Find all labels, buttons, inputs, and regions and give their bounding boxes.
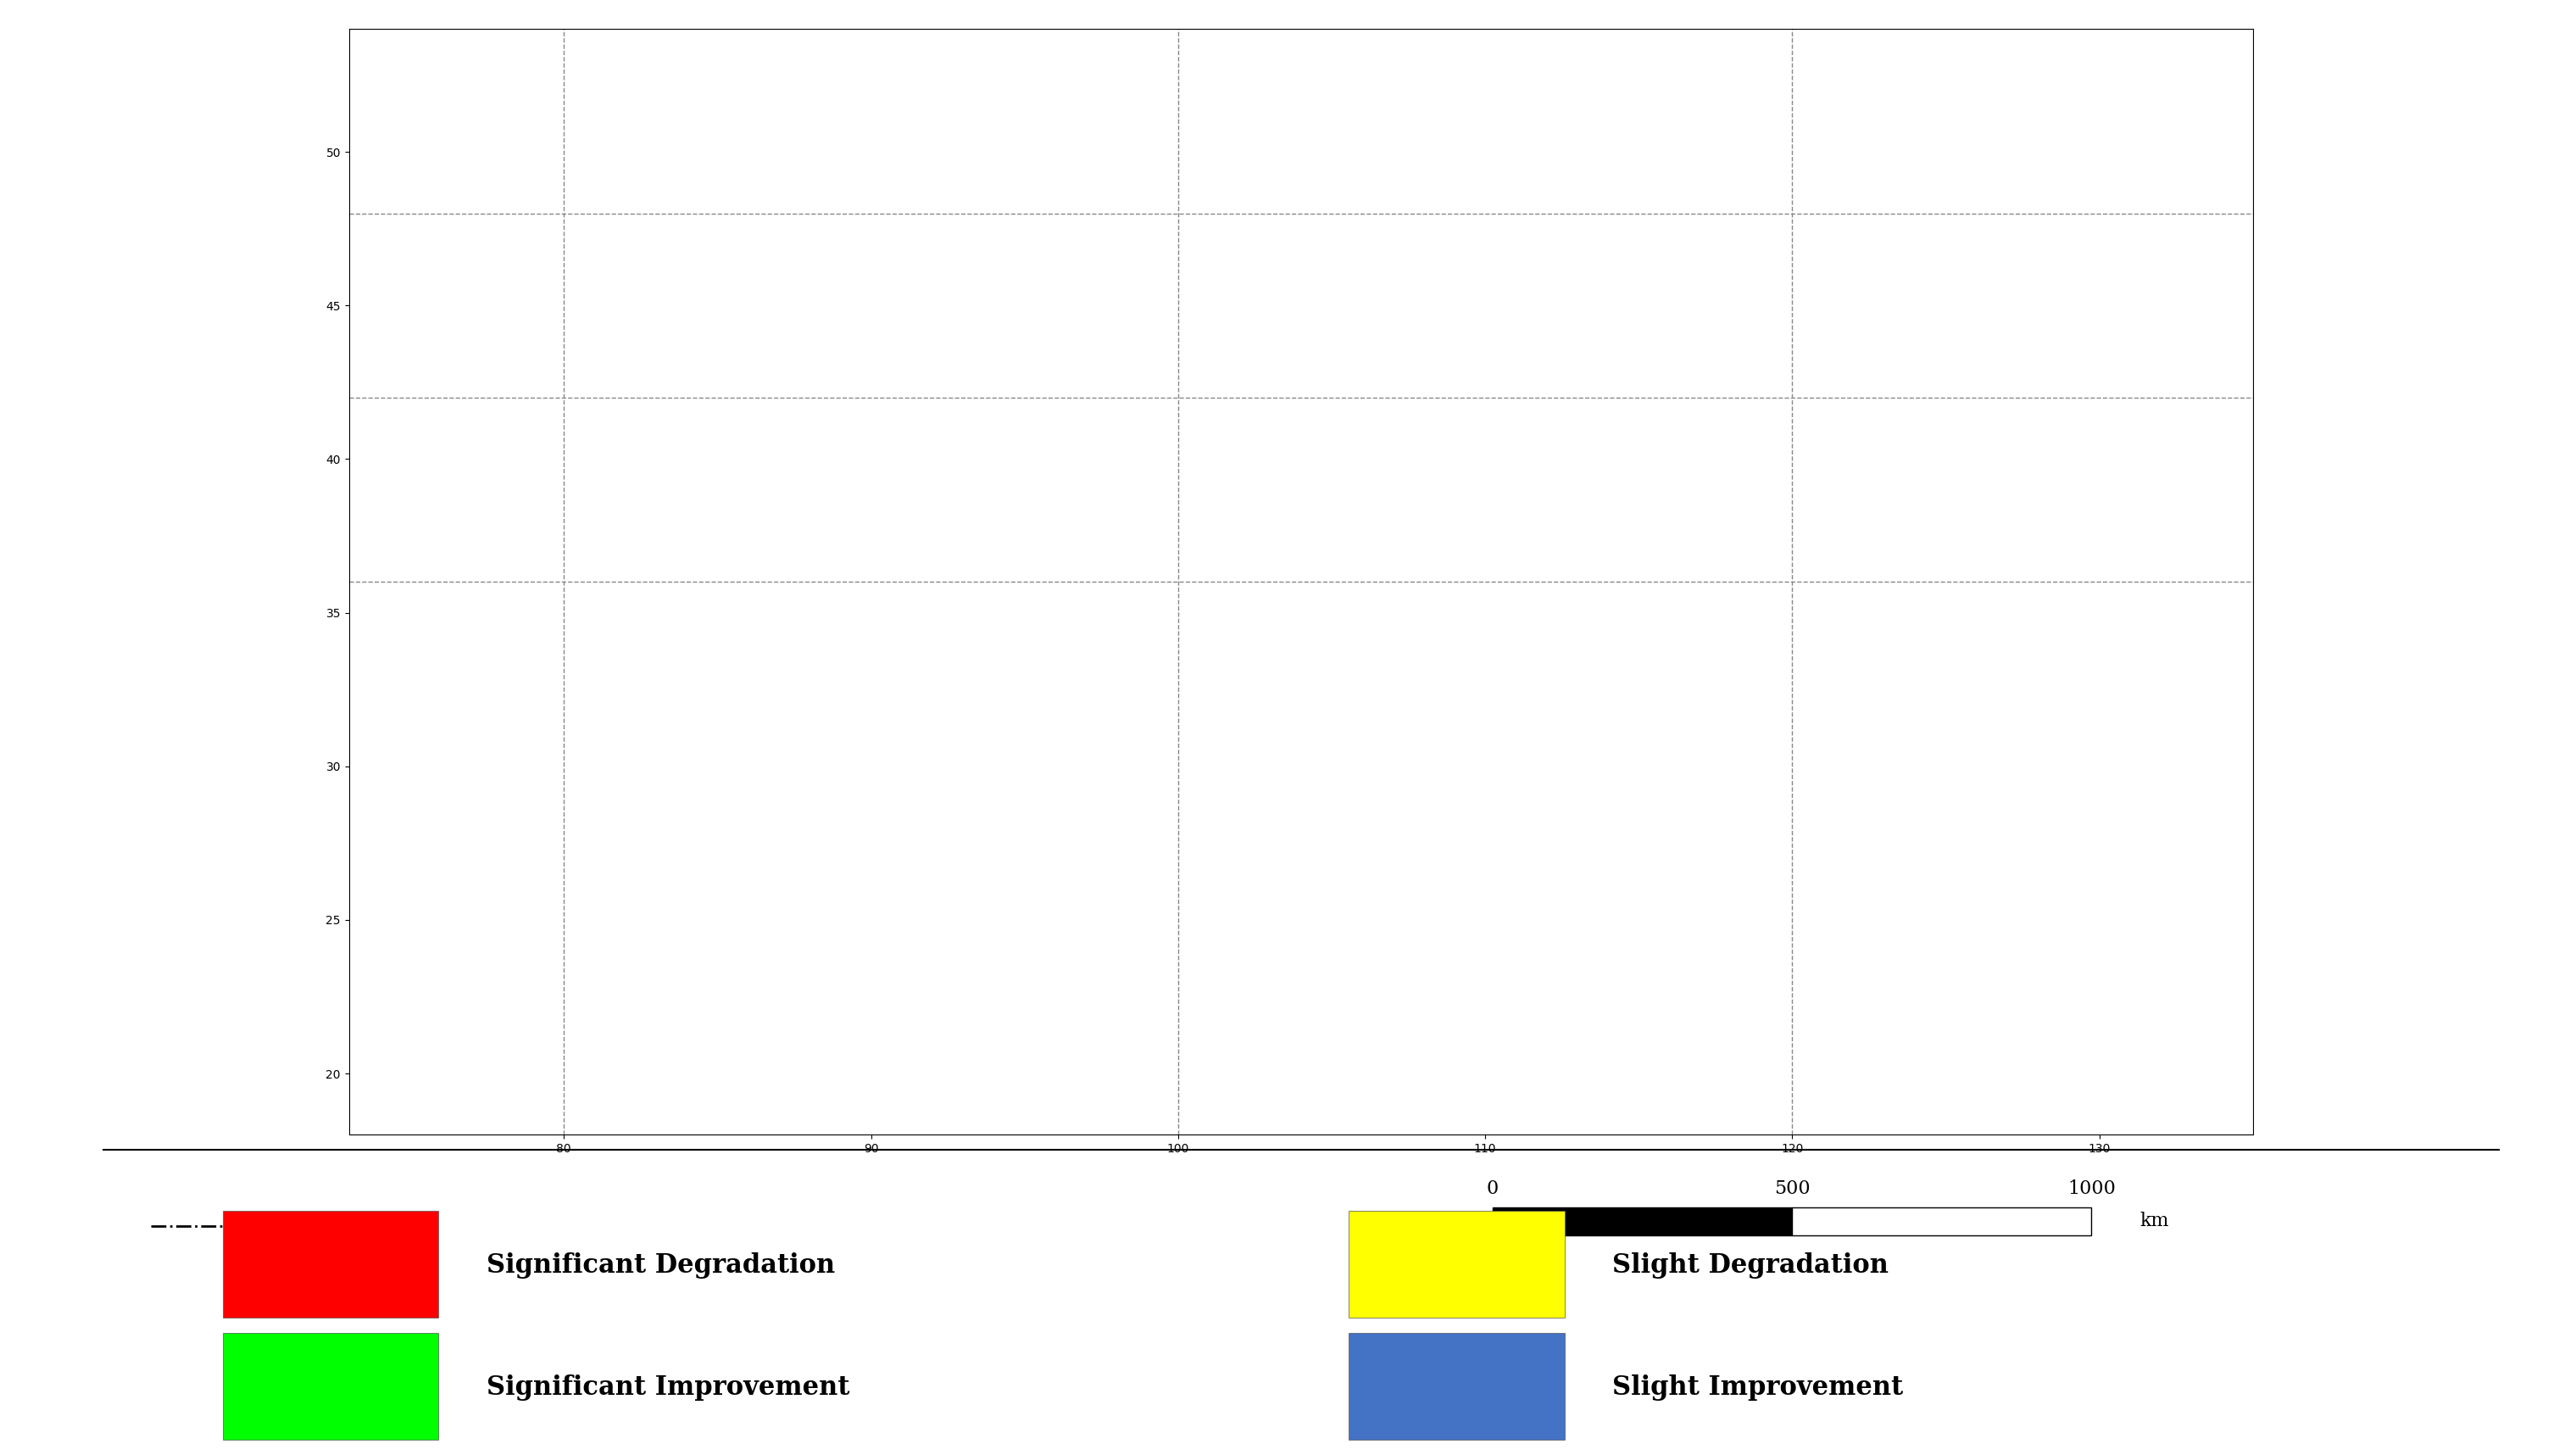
Bar	[224, 1333, 438, 1440]
Text: 1000: 1000	[2069, 1180, 2115, 1199]
Text: 500: 500	[1775, 1180, 1811, 1199]
Text: Slight Degradation: Slight Degradation	[1613, 1253, 1888, 1279]
Text: Boundary: Boundary	[294, 1212, 435, 1240]
Text: km: km	[2138, 1212, 2169, 1231]
Bar	[224, 1211, 438, 1318]
Text: 0: 0	[1486, 1180, 1499, 1199]
Text: Significant Degradation: Significant Degradation	[487, 1253, 835, 1279]
Bar	[1350, 1211, 1564, 1318]
Bar	[1350, 1333, 1564, 1440]
Bar	[1492, 1208, 1793, 1235]
Bar	[1793, 1208, 2092, 1235]
Text: Significant Improvement: Significant Improvement	[487, 1375, 850, 1401]
Text: Slight Improvement: Slight Improvement	[1613, 1375, 1904, 1401]
